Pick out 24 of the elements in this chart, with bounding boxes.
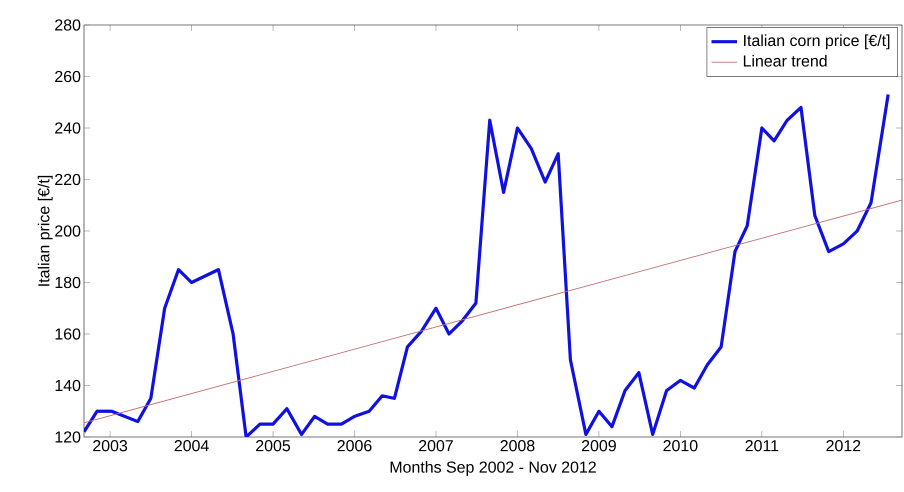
x-tick-label: 2012 — [826, 440, 860, 452]
y-tick-label: 200 — [55, 225, 80, 237]
y-tick-label: 280 — [55, 19, 80, 31]
x-axis-title: Months Sep 2002 - Nov 2012 — [390, 461, 596, 476]
x-tick-label: 2010 — [663, 440, 698, 452]
x-tick-label: 2011 — [746, 440, 778, 452]
x-tick-label: 2005 — [256, 440, 290, 452]
x-tick-label: 2007 — [419, 440, 453, 452]
x-tick-label: 2004 — [174, 440, 209, 452]
x-tick-label: 2008 — [500, 440, 534, 452]
x-tick-label: 2003 — [93, 440, 128, 452]
y-tick-label: 140 — [56, 380, 80, 392]
legend-label: Italian corn price [€/t] — [744, 34, 890, 50]
y-axis-title: Italian price [€/t] — [38, 176, 53, 286]
y-tick-label: 240 — [55, 122, 80, 134]
y-tick-label: 180 — [56, 276, 80, 288]
legend-label: Linear trend — [744, 54, 827, 67]
y-tick-label: 220 — [55, 174, 80, 186]
y-tick-label: 260 — [55, 70, 80, 82]
x-tick-label: 2006 — [338, 440, 372, 452]
x-tick-label: 2009 — [582, 440, 616, 452]
line-series — [84, 92, 890, 437]
y-tick-label: 160 — [56, 328, 80, 340]
y-tick-label: 120 — [56, 431, 80, 443]
